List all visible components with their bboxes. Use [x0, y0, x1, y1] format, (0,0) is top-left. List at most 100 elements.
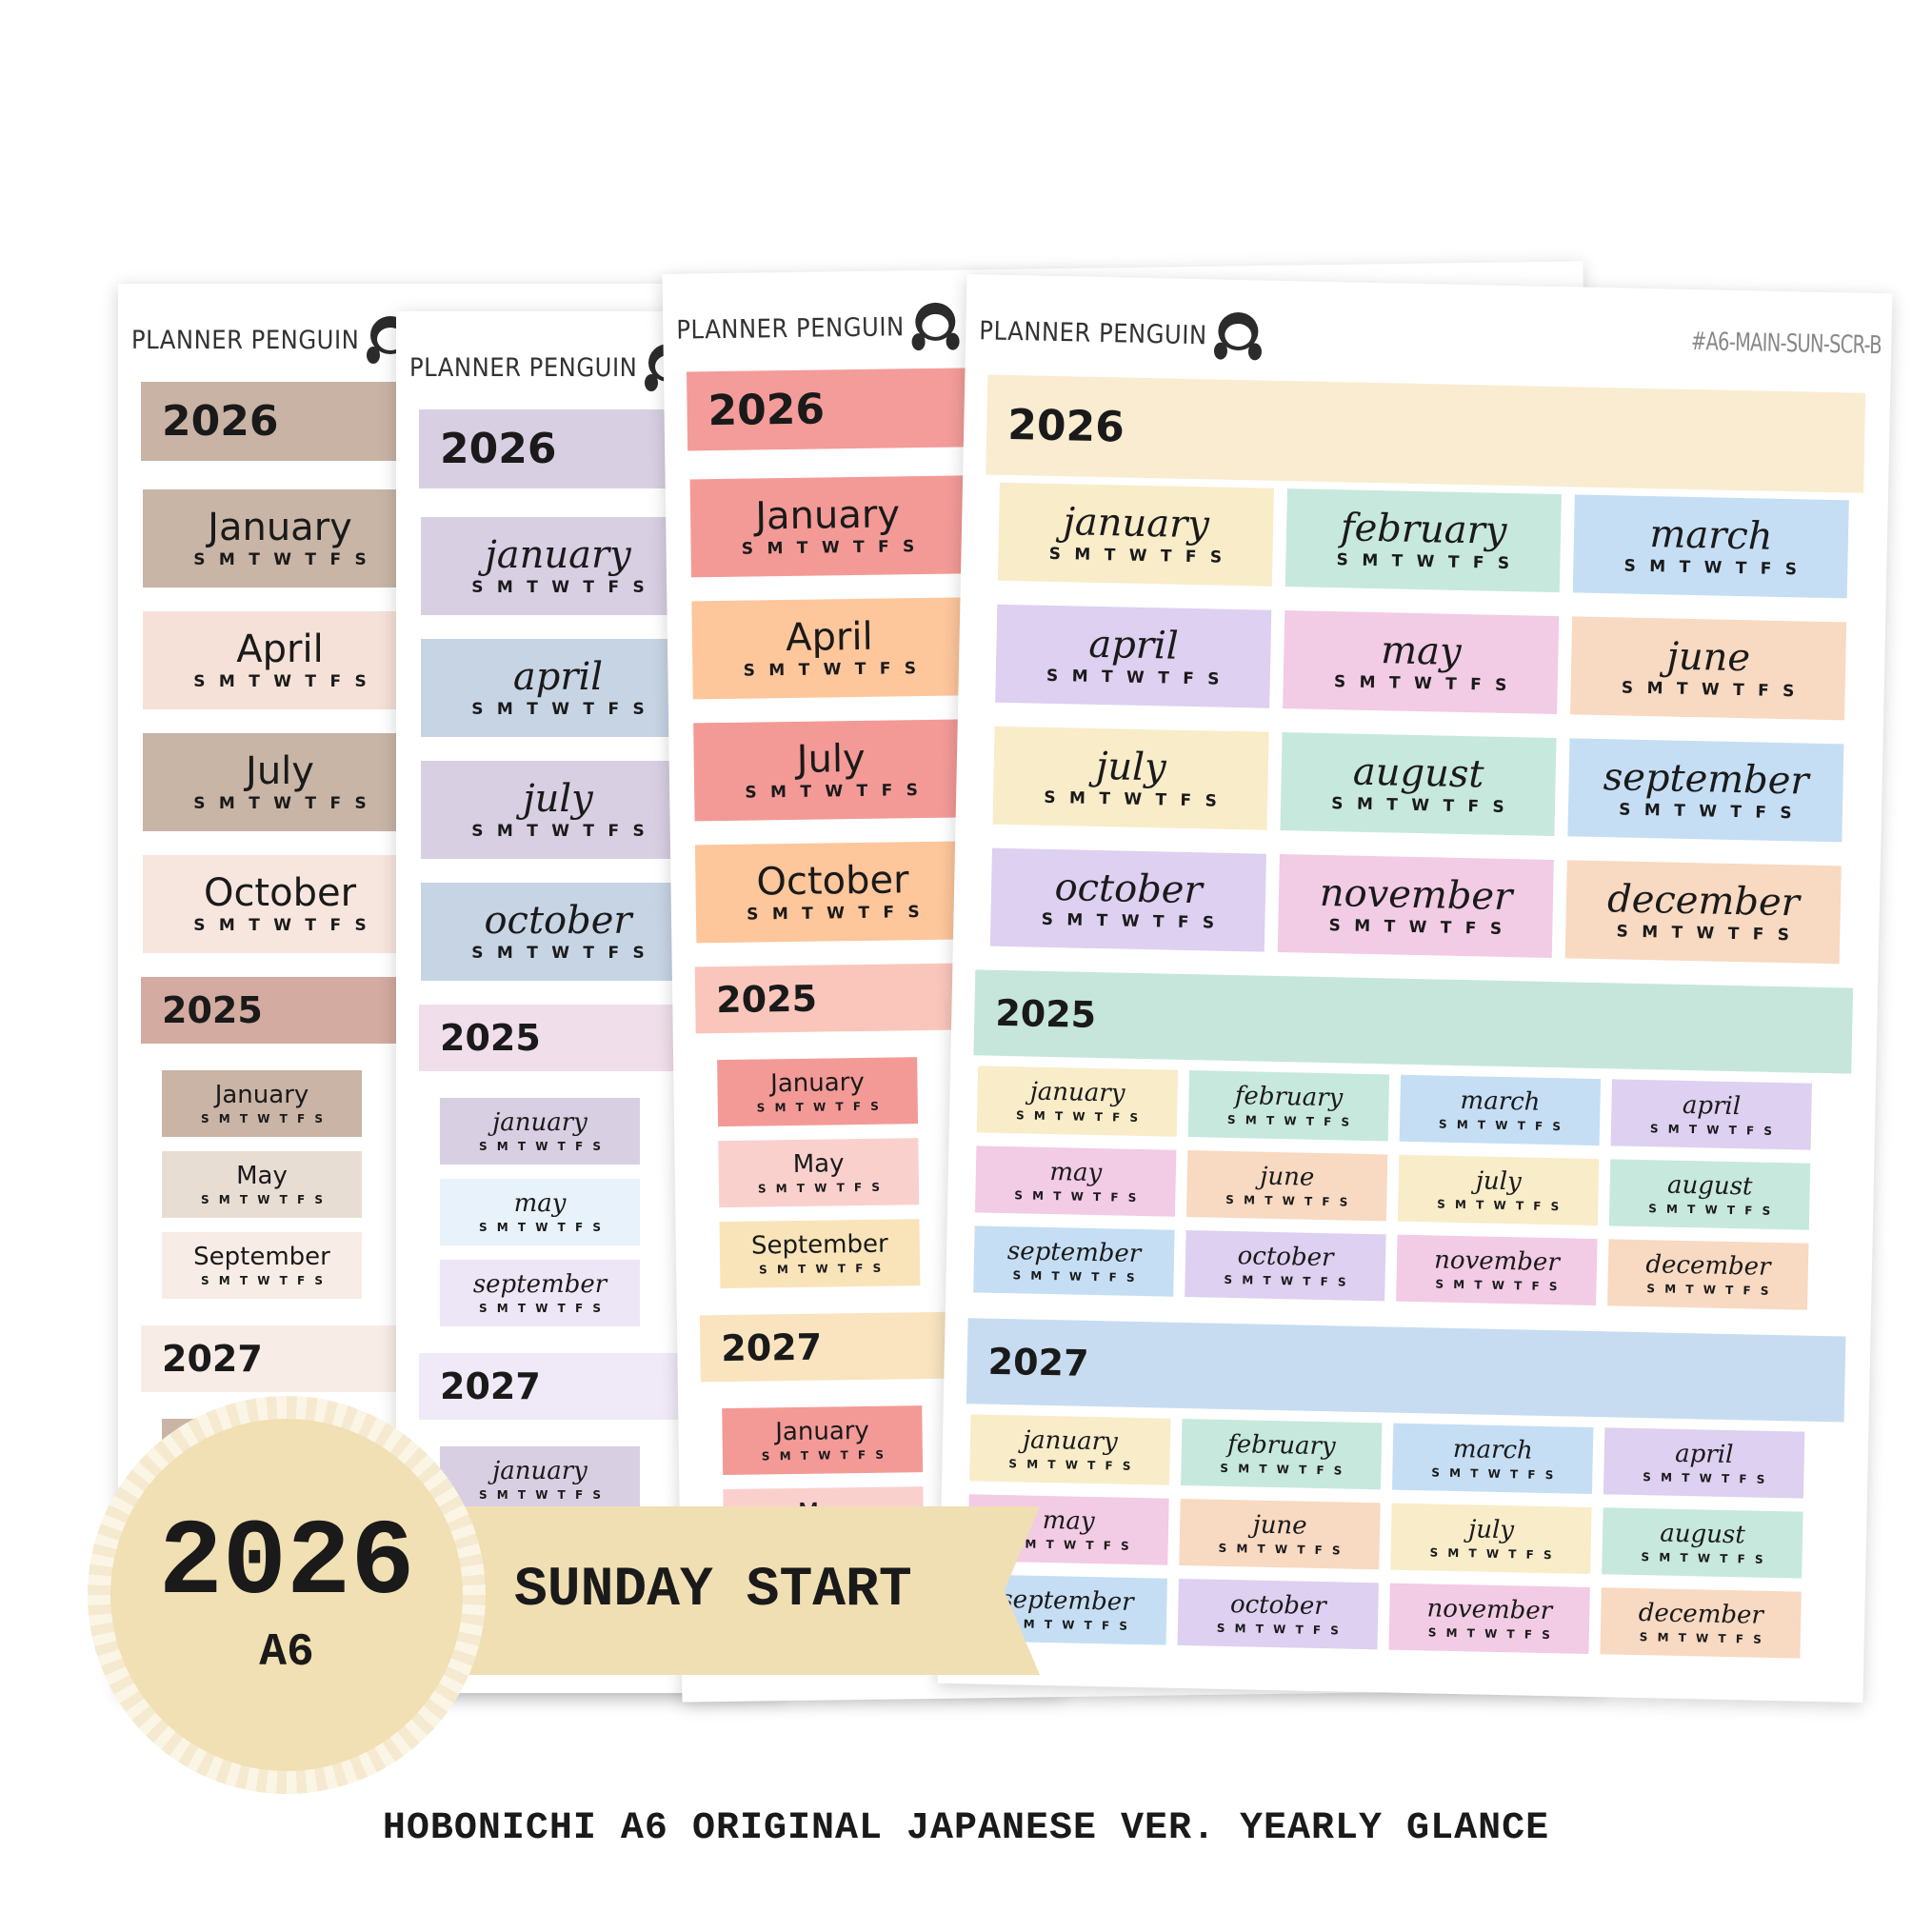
month-label: july: [1467, 1515, 1515, 1545]
month-tile: July S M T W T F S: [693, 719, 969, 822]
weekday-row: S M T W T F S: [745, 781, 919, 803]
weekday-row: S M T W T F S: [471, 822, 645, 841]
year-label: 2026: [1006, 400, 1125, 452]
month-label: September: [193, 1243, 330, 1271]
month-tile: april S M T W T F S: [995, 604, 1272, 708]
weekday-row: S M T W T F S: [1431, 1465, 1554, 1483]
year-label: 2026: [162, 397, 279, 446]
weekday-row: S M T W T F S: [1437, 1197, 1560, 1214]
weekday-row: S M T W T F S: [200, 1274, 324, 1287]
month-tile: february S M T W T F S: [1285, 488, 1562, 593]
month-tile: april S M T W T F S: [1603, 1427, 1805, 1499]
year-label: 2025: [715, 977, 818, 1022]
brand-name: PLANNER PENGUIN: [131, 325, 360, 355]
weekday-row: S M T W T F S: [193, 794, 367, 813]
month-tile: April S M T W T F S: [691, 597, 967, 700]
weekday-row: S M T W T F S: [193, 916, 367, 935]
weekday-row: S M T W T F S: [1435, 1277, 1558, 1294]
month-tile: may S M T W T F S: [440, 1179, 640, 1245]
month-label: January: [775, 1416, 870, 1447]
brand-logo: PLANNER PENGUIN: [131, 316, 415, 364]
month-tile: january S M T W T F S: [440, 1446, 640, 1513]
month-tile: May S M T W T F S: [162, 1151, 362, 1218]
month-tile: october S M T W T F S: [1185, 1230, 1386, 1302]
month-label: march: [1649, 512, 1774, 559]
brand-logo: PLANNER PENGUIN: [409, 344, 693, 391]
month-label: january: [485, 533, 631, 577]
weekday-row: S M T W T F S: [478, 1488, 602, 1502]
year-label: 2026: [707, 385, 826, 436]
month-label: december: [1638, 1599, 1764, 1630]
year-label: 2027: [721, 1325, 823, 1370]
weekday-row: S M T W T F S: [1015, 1108, 1139, 1125]
month-tile: january S M T W T F S: [997, 482, 1274, 587]
month-label: April: [785, 614, 873, 661]
weekday-row: S M T W T F S: [1044, 787, 1218, 811]
month-tile: april S M T W T F S: [421, 639, 695, 737]
year-label: 2027: [162, 1338, 263, 1380]
month-tile: july S M T W T F S: [1397, 1154, 1600, 1226]
month-label: January: [754, 492, 901, 539]
month-label: december: [1606, 877, 1801, 926]
month-tile: October S M T W T F S: [143, 855, 417, 953]
weekday-row: S M T W T F S: [1427, 1625, 1551, 1643]
month-label: october: [1054, 866, 1204, 913]
month-tile: september S M T W T F S: [1567, 738, 1844, 843]
year-badge: 2026 A6: [88, 1396, 486, 1794]
weekday-row: S M T W T F S: [1648, 1202, 1771, 1218]
year-label: 2027: [440, 1365, 541, 1407]
month-tile: february S M T W T F S: [1181, 1418, 1383, 1490]
weekday-row: S M T W T F S: [1438, 1117, 1562, 1134]
month-label: april: [1682, 1090, 1742, 1122]
month-label: august: [1660, 1519, 1746, 1550]
caption: HOBONICHI A6 ORIGINAL JAPANESE VER. YEAR…: [382, 1807, 1550, 1850]
month-label: january: [1029, 1077, 1125, 1108]
month-tile: January S M T W T F S: [162, 1070, 362, 1137]
month-tile: july S M T W T F S: [1390, 1503, 1592, 1574]
year-label: 2025: [162, 989, 263, 1031]
month-tile: july S M T W T F S: [992, 726, 1269, 830]
month-label: september: [1006, 1237, 1142, 1269]
month-label: January: [769, 1067, 865, 1099]
sunday-start-banner: SUNDAY START: [448, 1506, 1040, 1675]
month-label: January: [208, 506, 352, 549]
month-tile: october S M T W T F S: [989, 847, 1266, 952]
month-tile: january S M T W T F S: [440, 1098, 640, 1165]
month-tile: august S M T W T F S: [1608, 1159, 1811, 1230]
brand-logo: PLANNER PENGUIN: [676, 302, 960, 353]
month-tile: January S M T W T F S: [143, 489, 417, 588]
weekday-row: S M T W T F S: [1225, 1192, 1348, 1209]
month-label: september: [1603, 755, 1810, 804]
month-label: march: [1460, 1086, 1541, 1117]
month-tile: november S M T W T F S: [1396, 1234, 1598, 1306]
month-tile: december S M T W T F S: [1607, 1239, 1809, 1310]
weekday-row: S M T W T F S: [757, 1180, 881, 1196]
sheet-code: #A6-MAIN-SUN-SCR-B: [1691, 327, 1882, 361]
year-label: 2025: [440, 1017, 541, 1059]
month-label: october: [1229, 1590, 1327, 1622]
weekday-row: S M T W T F S: [1619, 800, 1792, 824]
month-tile: june S M T W T F S: [1570, 616, 1847, 721]
month-tile: march S M T W T F S: [1391, 1423, 1594, 1495]
weekday-row: S M T W T F S: [471, 578, 645, 597]
month-tile: april S M T W T F S: [1610, 1079, 1813, 1150]
weekday-row: S M T W T F S: [478, 1302, 602, 1315]
penguin-icon: [1214, 311, 1263, 361]
weekday-row: S M T W T F S: [1333, 672, 1507, 695]
month-label: July: [796, 736, 866, 782]
month-label: june: [1666, 634, 1751, 681]
month-tile: january S M T W T F S: [421, 517, 695, 615]
brand-logo: PLANNER PENGUIN: [979, 307, 1263, 361]
weekday-row: S M T W T F S: [1005, 1617, 1128, 1633]
year-bar: 2025: [973, 969, 1854, 1074]
month-tile: January S M T W T F S: [689, 475, 966, 578]
month-label: may: [513, 1189, 567, 1218]
month-tile: september S M T W T F S: [440, 1260, 640, 1326]
month-tile: may S M T W T F S: [974, 1145, 1177, 1217]
weekday-row: S M T W T F S: [756, 1099, 879, 1115]
weekday-row: S M T W T F S: [1220, 1461, 1343, 1478]
brand-name: PLANNER PENGUIN: [979, 315, 1207, 350]
weekday-row: S M T W T F S: [1429, 1545, 1552, 1563]
month-label: november: [1319, 870, 1513, 920]
